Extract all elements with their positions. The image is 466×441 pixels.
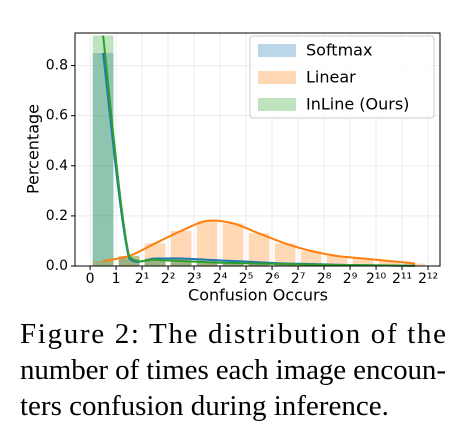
bar	[170, 258, 192, 266]
bar	[274, 243, 296, 266]
caption-line: ters confusion during inference.	[20, 390, 389, 422]
bar	[118, 255, 140, 266]
bar	[170, 230, 192, 266]
y-tick-label: 0.0	[46, 258, 68, 274]
bar	[300, 250, 322, 266]
legend-swatch	[258, 98, 296, 111]
bar	[92, 260, 114, 266]
density-line	[102, 219, 416, 265]
x-tick-label: 2⁶	[265, 271, 280, 287]
bar	[222, 262, 244, 266]
density-line	[102, 35, 416, 267]
bar	[274, 263, 296, 266]
y-tick-label: 0.6	[46, 108, 68, 124]
bar	[222, 223, 244, 266]
x-tick-label: 2¹	[135, 271, 150, 287]
bar	[378, 260, 400, 266]
bar	[170, 260, 192, 266]
bar	[144, 259, 166, 266]
y-tick-label: 0.4	[46, 158, 68, 174]
y-axis-label: Percentage	[24, 104, 43, 194]
legend-box	[249, 35, 435, 119]
legend-label: Linear	[306, 68, 356, 87]
x-tick-label: 2¹²	[418, 271, 438, 287]
bar	[118, 255, 140, 266]
y-tick-label: 0.2	[46, 208, 68, 224]
bar	[326, 255, 348, 266]
x-tick-label: 2⁸	[317, 271, 332, 287]
x-tick-label: 0	[86, 271, 95, 287]
x-tick-label: 2⁷	[291, 271, 306, 287]
x-tick-label: 1	[112, 271, 121, 287]
x-axis-label: Confusion Occurs	[188, 286, 328, 305]
x-tick-label: 2³	[187, 271, 202, 287]
legend-swatch	[258, 71, 296, 84]
bar	[196, 262, 218, 266]
bar	[144, 258, 166, 266]
bar	[352, 258, 374, 266]
bar	[92, 35, 114, 267]
plot-frame	[74, 32, 441, 267]
bar	[118, 258, 140, 266]
bar	[248, 233, 270, 266]
x-tick-label: 2⁹	[343, 271, 358, 287]
caption-line: number of times each image encoun-	[20, 354, 446, 386]
x-tick-label: 2⁵	[239, 271, 254, 287]
bar	[196, 220, 218, 266]
x-tick-label: 2¹¹	[392, 271, 412, 287]
caption-line: Figure 2: The distribution of the	[20, 318, 446, 350]
legend-label: Softmax	[306, 41, 372, 60]
x-tick-label: 2¹⁰	[366, 271, 387, 287]
bar	[248, 263, 270, 266]
bar	[404, 263, 426, 266]
legend-label: InLine (Ours)	[306, 95, 409, 114]
y-tick-label: 0.8	[46, 58, 68, 74]
x-tick-label: 2⁴	[213, 271, 228, 287]
legend-swatch	[258, 44, 296, 57]
x-tick-label: 2²	[161, 271, 176, 287]
